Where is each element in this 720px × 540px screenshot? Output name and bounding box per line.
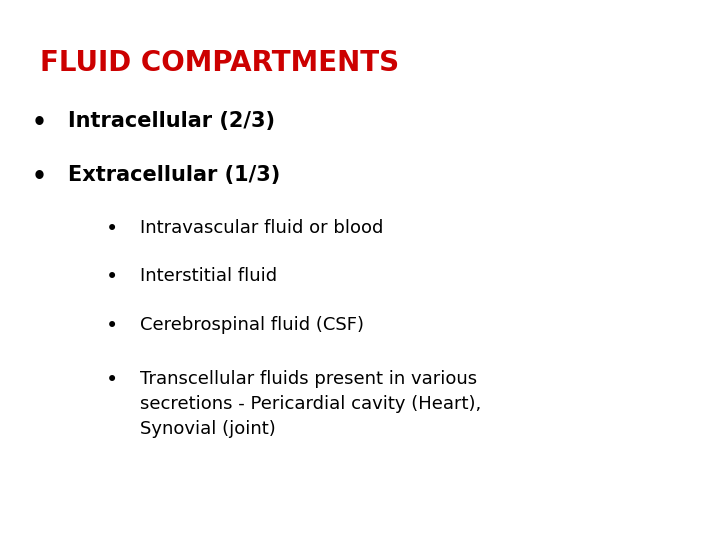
Text: Intravascular fluid or blood: Intravascular fluid or blood bbox=[140, 219, 384, 237]
Text: Intracellular (2/3): Intracellular (2/3) bbox=[68, 111, 275, 131]
Text: Extracellular (1/3): Extracellular (1/3) bbox=[68, 165, 281, 185]
Text: •: • bbox=[32, 111, 47, 134]
Text: •: • bbox=[105, 370, 118, 390]
Text: •: • bbox=[105, 316, 118, 336]
Text: Transcellular fluids present in various
secretions - Pericardial cavity (Heart),: Transcellular fluids present in various … bbox=[140, 370, 482, 438]
Text: •: • bbox=[32, 165, 47, 188]
Text: •: • bbox=[105, 219, 118, 239]
Text: Cerebrospinal fluid (CSF): Cerebrospinal fluid (CSF) bbox=[140, 316, 364, 334]
Text: Interstitial fluid: Interstitial fluid bbox=[140, 267, 277, 285]
Text: •: • bbox=[105, 267, 118, 287]
Text: FLUID COMPARTMENTS: FLUID COMPARTMENTS bbox=[40, 49, 399, 77]
